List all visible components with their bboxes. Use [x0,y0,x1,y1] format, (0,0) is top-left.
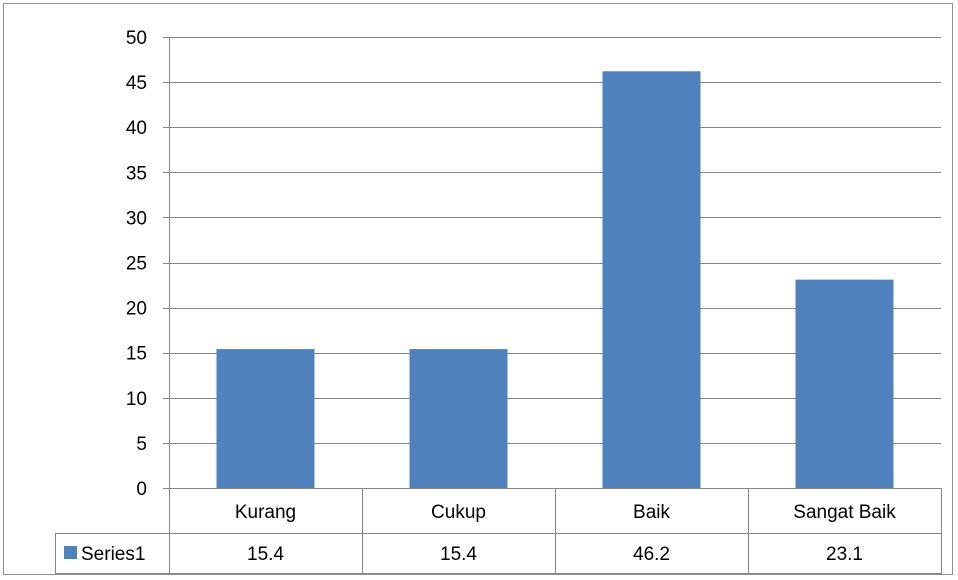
y-tick-label: 40 [126,118,147,139]
data-table-value: 46.2 [633,544,670,565]
y-tick-label: 45 [126,73,147,94]
y-tick-label: 20 [126,299,147,320]
data-table: Kurang Cukup Baik Sangat Baik Series1 15.4 15.… [55,488,942,574]
y-tick-label: 15 [126,344,147,365]
data-table-row-label: Series1 [81,544,145,565]
y-tick-label: 5 [136,434,147,455]
y-tick-label: 0 [136,479,147,500]
y-tick-label: 35 [126,163,147,184]
y-tick-label: 30 [126,208,147,229]
x-category-label: Kurang [235,502,296,523]
bars [216,71,894,488]
x-category-label: Sangat Baik [793,502,896,523]
x-category-label: Baik [633,502,670,523]
bar-sangat-baik [795,279,894,488]
bar-kurang [216,349,315,488]
bar-cukup [409,349,508,488]
legend-key [64,546,77,559]
x-category-label: Cukup [431,502,486,523]
data-table-value: 15.4 [247,544,284,565]
data-table-value: 15.4 [440,544,477,565]
data-table-value: 23.1 [826,544,863,565]
y-tick-label: 10 [126,389,147,410]
y-axis: 0 5 10 15 20 25 30 35 40 45 50 [126,28,170,500]
y-tick-label: 25 [126,254,147,275]
bar-baik [602,71,701,488]
y-tick-label: 50 [126,28,147,49]
